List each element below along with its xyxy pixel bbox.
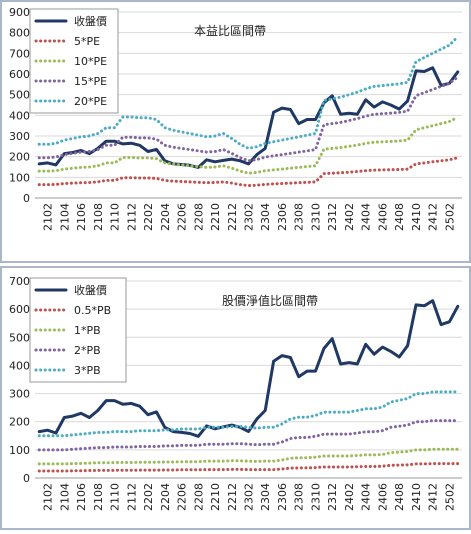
- x-tick-label: 2406: [376, 203, 389, 231]
- x-tick-label: 2102: [42, 483, 55, 511]
- x-tick-label: 2106: [75, 483, 88, 511]
- x-tick-label: 2210: [209, 483, 222, 511]
- x-tick-label: 2112: [125, 203, 138, 231]
- x-tick-label: 2104: [58, 203, 71, 231]
- y-tick-label: 400: [9, 109, 30, 122]
- x-tick-label: 2108: [92, 203, 105, 231]
- x-tick-label: 2204: [159, 203, 172, 231]
- x-tick-label: 2412: [427, 483, 440, 511]
- x-tick-label: 2112: [125, 483, 138, 511]
- x-tick-label: 2204: [159, 483, 172, 511]
- y-tick-label: 100: [9, 171, 30, 184]
- x-tick-label: 2102: [42, 203, 55, 231]
- x-tick-label: 2306: [276, 483, 289, 511]
- y-tick-label: 300: [9, 130, 30, 143]
- legend-label: 5*PE: [74, 35, 100, 48]
- x-tick-label: 2408: [393, 203, 406, 231]
- x-tick-label: 2110: [109, 483, 122, 511]
- series-line: [37, 419, 460, 452]
- legend-label: 15*PE: [74, 75, 107, 88]
- legend-label: 0.5*PB: [74, 304, 111, 317]
- x-tick-label: 2308: [293, 203, 306, 231]
- x-tick-label: 2208: [192, 203, 205, 231]
- y-tick-label: 0: [23, 472, 30, 485]
- x-tick-label: 2402: [343, 483, 356, 511]
- series-line: [37, 462, 460, 473]
- x-tick-label: 2206: [176, 203, 189, 231]
- x-tick-label: 2410: [410, 203, 423, 231]
- y-tick-label: 100: [9, 444, 30, 457]
- x-tick-label: 2310: [309, 203, 322, 231]
- y-tick-label: 700: [9, 275, 30, 288]
- x-tick-label: 2302: [243, 483, 256, 511]
- x-tick-label: 2312: [326, 203, 339, 231]
- x-tick-label: 2202: [142, 483, 155, 511]
- x-tick-label: 2308: [293, 483, 306, 511]
- x-tick-label: 2110: [109, 203, 122, 231]
- chart-title: 股價淨值比區間帶: [222, 293, 318, 308]
- x-tick-label: 2410: [410, 483, 423, 511]
- x-tick-label: 2404: [360, 483, 373, 511]
- y-tick-label: 600: [9, 303, 30, 316]
- legend-label: 收盤價: [74, 14, 107, 28]
- chart-title: 本益比區間帶: [194, 24, 266, 38]
- x-tick-label: 2406: [376, 483, 389, 511]
- x-tick-label: 2212: [226, 203, 239, 231]
- x-tick-label: 2206: [176, 483, 189, 511]
- legend-label: 收盤價: [74, 283, 107, 297]
- x-tick-label: 2104: [58, 483, 71, 511]
- x-tick-label: 2306: [276, 203, 289, 231]
- legend-label: 10*PE: [74, 55, 107, 68]
- y-tick-label: 900: [9, 6, 30, 19]
- x-tick-label: 2402: [343, 203, 356, 231]
- y-tick-label: 700: [9, 47, 30, 60]
- x-tick-label: 2408: [393, 483, 406, 511]
- x-tick-label: 2106: [75, 203, 88, 231]
- x-tick-label: 2412: [427, 203, 440, 231]
- y-tick-label: 500: [9, 89, 30, 102]
- x-tick-label: 2502: [443, 203, 456, 231]
- series-line: [37, 156, 460, 188]
- y-tick-label: 500: [9, 331, 30, 344]
- legend-label: 2*PB: [74, 344, 101, 357]
- legend-label: 3*PB: [74, 364, 101, 377]
- series-line: [37, 390, 460, 438]
- x-tick-label: 2212: [226, 483, 239, 511]
- series-line: [37, 447, 460, 466]
- series-line: [37, 66, 460, 169]
- x-tick-label: 2312: [326, 483, 339, 511]
- x-tick-label: 2310: [309, 483, 322, 511]
- x-tick-label: 2202: [142, 203, 155, 231]
- y-tick-label: 600: [9, 68, 30, 81]
- x-tick-label: 2404: [360, 203, 373, 231]
- y-tick-label: 0: [23, 192, 30, 205]
- y-tick-label: 300: [9, 388, 30, 401]
- x-tick-label: 2502: [443, 483, 456, 511]
- x-tick-label: 2302: [243, 203, 256, 231]
- series-line: [37, 35, 460, 150]
- y-tick-label: 400: [9, 359, 30, 372]
- y-tick-label: 800: [9, 27, 30, 40]
- legend-label: 20*PE: [74, 95, 107, 108]
- y-tick-label: 200: [9, 151, 30, 164]
- x-tick-label: 2208: [192, 483, 205, 511]
- legend-label: 1*PB: [74, 324, 101, 337]
- series-line: [37, 115, 460, 175]
- series-line: [37, 75, 460, 163]
- x-tick-label: 2108: [92, 483, 105, 511]
- x-tick-label: 2304: [259, 483, 272, 511]
- series-line: [37, 299, 460, 438]
- y-tick-label: 200: [9, 416, 30, 429]
- x-tick-label: 2304: [259, 203, 272, 231]
- x-tick-label: 2210: [209, 203, 222, 231]
